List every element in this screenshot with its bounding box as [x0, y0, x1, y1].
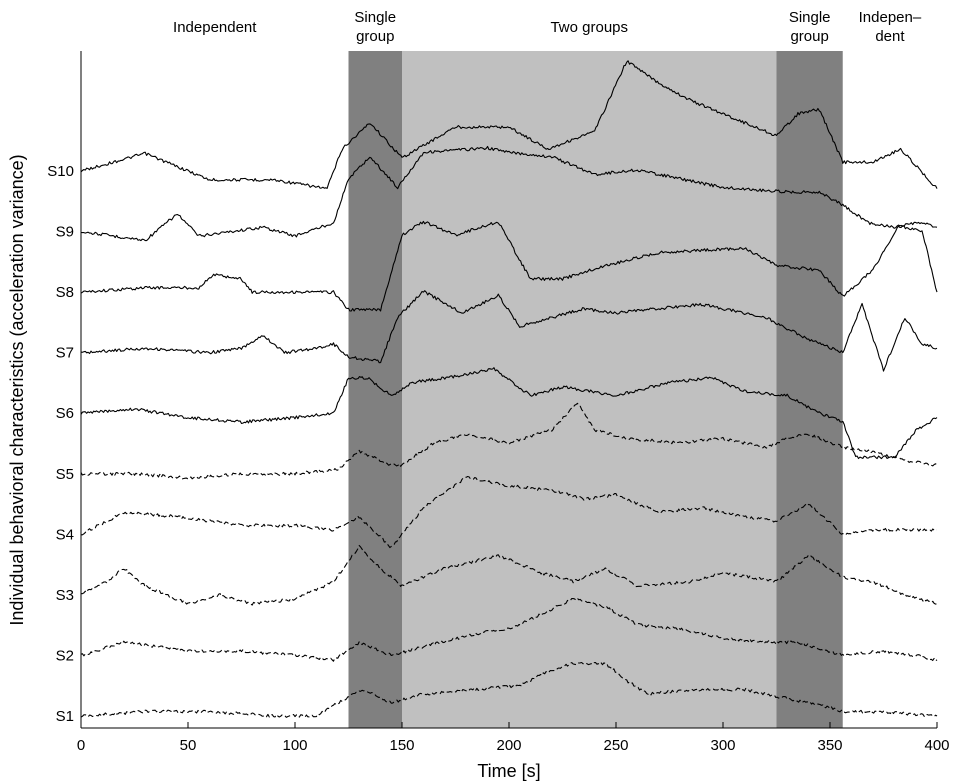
phase-label-4: Single group	[789, 9, 831, 45]
x-tick-label: 350	[817, 737, 842, 754]
x-tick-label: 150	[389, 737, 414, 754]
series-line-s6	[80, 367, 938, 460]
x-ticks: 0 50 100 150 200 250 300 350 400	[77, 722, 950, 754]
series-line-s7	[80, 290, 938, 372]
series-label-s9: S9	[56, 224, 74, 241]
series-label-s6: S6	[56, 405, 74, 422]
y-axis-label: Individual behavioral characteristics (a…	[7, 154, 27, 625]
series-line-s9	[81, 145, 938, 242]
x-tick-label: 400	[924, 737, 949, 754]
series-line-s3	[81, 544, 938, 606]
phase-bands	[81, 51, 937, 728]
phase-label-5: Indepen– dent	[859, 9, 922, 45]
series-label-s8: S8	[56, 284, 74, 301]
x-axis-label: Time [s]	[477, 761, 540, 781]
series-label-s7: S7	[56, 345, 74, 362]
series-label-s4: S4	[56, 526, 74, 543]
series-label-s3: S3	[56, 587, 74, 604]
phase-label-1: Independent	[173, 19, 257, 36]
x-tick-label: 300	[710, 737, 735, 754]
x-tick-label: 0	[77, 737, 85, 754]
phase-label-3: Two groups	[550, 19, 628, 36]
phase-band-5	[842, 51, 937, 728]
x-tick-label: 50	[180, 737, 197, 754]
series-label-s5: S5	[56, 466, 74, 483]
x-tick-label: 100	[282, 737, 307, 754]
x-tick-label: 200	[496, 737, 521, 754]
series-line-s10	[80, 60, 938, 189]
x-tick-label: 250	[603, 737, 628, 754]
series-line-s8	[80, 220, 938, 312]
series-label-s10: S10	[47, 163, 74, 180]
series-line-s1	[80, 661, 938, 718]
series-line-s2	[80, 597, 938, 662]
series-line-s4	[81, 475, 938, 549]
series-lines	[80, 60, 938, 718]
phase-band-1	[81, 51, 349, 728]
phase-labels: Independent Single group Two groups Single gr…	[173, 9, 922, 45]
series-labels: S10 S9 S8 S7 S6 S5 S4 S3 S2 S1	[47, 163, 74, 725]
phase-band-3	[402, 51, 777, 728]
series-label-s2: S2	[56, 647, 74, 664]
phase-band-4	[776, 51, 843, 728]
series-label-s1: S1	[56, 708, 74, 725]
phase-band-2	[348, 51, 402, 728]
phase-label-2: Single group	[354, 9, 396, 45]
